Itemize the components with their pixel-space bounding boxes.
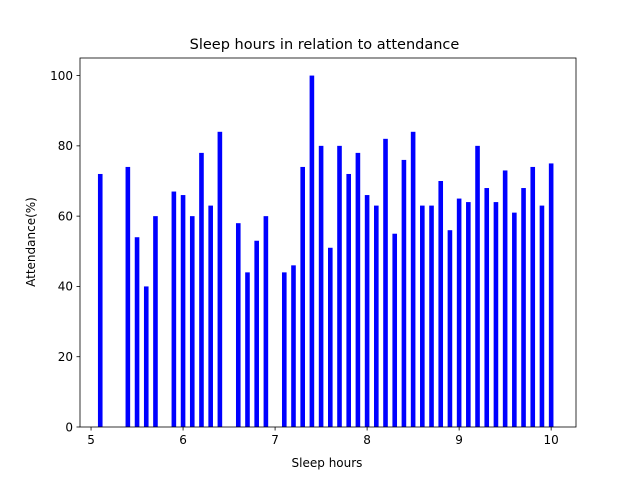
bar-6.3 [208, 205, 213, 427]
bar-7.2 [291, 265, 296, 427]
bar-series [97, 75, 554, 428]
x-tick-label: 8 [363, 433, 371, 447]
bar-6.2 [199, 152, 204, 427]
x-tick-label: 7 [271, 433, 279, 447]
bar-6.8 [254, 240, 259, 427]
y-tick-label: 0 [65, 420, 73, 434]
bar-7.4 [309, 75, 315, 428]
bar-5.1 [97, 173, 103, 427]
bar-7.8 [346, 173, 352, 427]
bar-5.4 [125, 166, 131, 427]
bar-8.4 [401, 159, 407, 427]
bar-6.7 [245, 272, 250, 427]
x-tick-label: 6 [179, 433, 187, 447]
bar-9.7 [521, 188, 526, 427]
bar-6.9 [263, 216, 269, 427]
y-tick-label: 40 [58, 280, 73, 294]
bar-6.4 [217, 131, 223, 428]
bar-6.1 [189, 216, 195, 427]
bar-5.5 [134, 237, 140, 427]
bar-8.3 [392, 233, 398, 427]
bar-8.8 [438, 181, 444, 427]
bar-7.6 [328, 247, 333, 427]
bar-8.6 [420, 205, 425, 427]
bar-9.8 [530, 166, 536, 427]
bar-9.3 [484, 188, 490, 427]
bar-6 [180, 195, 186, 427]
y-tick-label: 80 [58, 139, 73, 153]
plot-frame [79, 57, 577, 428]
bar-8.5 [410, 131, 416, 428]
bar-7.3 [300, 166, 305, 427]
chart-title: Sleep hours in relation to attendance [190, 37, 460, 53]
y-axis-ticks: 0 20 40 60 80 100 [50, 69, 80, 434]
bar-8.7 [429, 205, 434, 427]
bar-9.1 [466, 202, 471, 427]
y-axis-label: Attendance(%) [24, 197, 38, 287]
y-tick-label: 20 [58, 350, 73, 364]
bar-5.6 [143, 286, 149, 427]
x-axis-label: Sleep hours [292, 456, 363, 470]
x-tick-label: 10 [544, 433, 559, 447]
bar-9.2 [475, 145, 480, 427]
bar-9.5 [502, 170, 508, 427]
bar-8.1 [374, 205, 379, 427]
x-tick-label: 9 [455, 433, 463, 447]
bar-6.6 [235, 223, 241, 427]
bar-9 [456, 198, 462, 427]
x-tick-label: 5 [87, 433, 95, 447]
bar-8.2 [383, 138, 388, 428]
bar-7.9 [355, 152, 361, 427]
bar-9.6 [512, 212, 517, 427]
y-tick-label: 100 [50, 69, 73, 83]
bar-7.5 [318, 145, 324, 427]
bar-8 [364, 195, 370, 427]
bar-7.1 [281, 272, 287, 427]
bar-7.7 [337, 145, 342, 427]
bar-10 [548, 163, 554, 427]
bar-5.9 [171, 191, 177, 427]
bar-5.7 [153, 216, 158, 427]
bar-9.4 [493, 202, 499, 427]
bar-8.9 [447, 230, 453, 427]
x-axis-ticks: 5 6 7 8 9 10 [87, 427, 559, 447]
y-tick-label: 60 [58, 209, 73, 223]
bar-9.9 [539, 205, 545, 427]
